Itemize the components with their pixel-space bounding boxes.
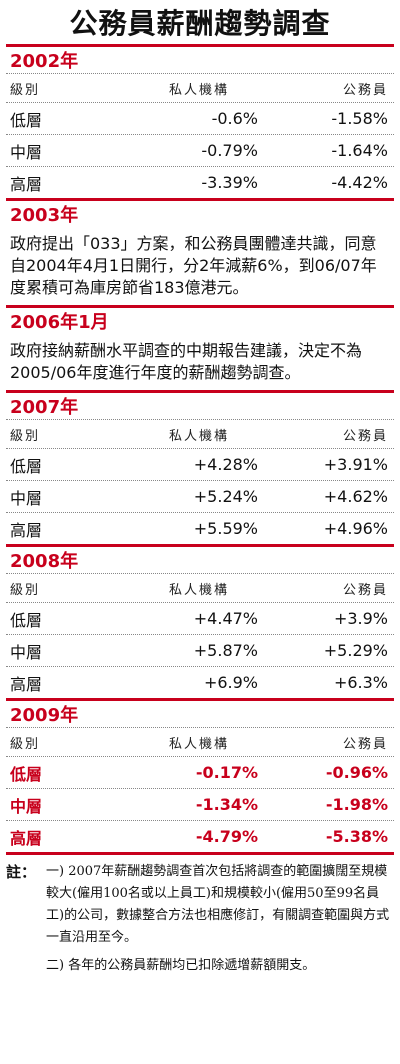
- cell-private: +5.24%: [193, 487, 258, 506]
- cell-grade: 高層: [10, 520, 43, 540]
- table-row: 高層 -3.39% -4.42%: [6, 166, 394, 198]
- header-civil: 公務員: [342, 82, 388, 98]
- cell-civil: +5.29%: [323, 641, 388, 660]
- section-heading: 2003年: [6, 198, 394, 227]
- notes-label: 註：: [6, 863, 37, 881]
- cell-private: +4.47%: [193, 609, 258, 628]
- cell-civil: -1.58%: [331, 109, 388, 128]
- header-civil: 公務員: [342, 736, 388, 752]
- header-civil: 公務員: [342, 428, 388, 444]
- cell-grade: 高層: [10, 828, 43, 848]
- section-text: 政府接納薪酬水平調查的中期報告建議，決定不為2005/06年度進行年度的薪酬趨勢…: [10, 341, 363, 382]
- section-heading: 2008年: [6, 544, 394, 573]
- cell-private: -1.34%: [195, 795, 258, 814]
- table-row: 低層 +4.28% +3.91%: [6, 448, 394, 480]
- header-private: 私人機構: [168, 582, 229, 598]
- header-grade: 級別: [10, 82, 41, 98]
- cell-civil: +3.9%: [333, 609, 388, 628]
- header-private: 私人機構: [168, 428, 229, 444]
- table-row: 低層 -0.6% -1.58%: [6, 102, 394, 134]
- table-header-row: 級別 私人機構 公務員: [6, 73, 394, 102]
- header-civil: 公務員: [342, 582, 388, 598]
- section-2003: 2003年 政府提出「033」方案，和公務員團體達共識，同意自2004年4月1日…: [6, 198, 394, 305]
- cell-grade: 低層: [10, 456, 43, 476]
- notes-label-spacer: [6, 955, 46, 977]
- header-grade: 級別: [10, 582, 41, 598]
- cell-grade: 中層: [10, 642, 43, 662]
- table-row: 中層 +5.87% +5.29%: [6, 634, 394, 666]
- section-2002: 2002年 級別 私人機構 公務員 低層 -0.6% -1.58% 中層 -0.…: [6, 44, 394, 198]
- section-text: 政府提出「033」方案，和公務員團體達共識，同意自2004年4月1日開行，分2年…: [10, 234, 377, 297]
- cell-private: -0.17%: [195, 763, 258, 782]
- section-year-label: 2008年: [10, 551, 79, 572]
- table-header-row: 級別 私人機構 公務員: [6, 419, 394, 448]
- cell-civil: -4.42%: [331, 173, 388, 192]
- table-header-row: 級別 私人機構 公務員: [6, 573, 394, 602]
- table-row: 中層 -0.79% -1.64%: [6, 134, 394, 166]
- section-year-label: 2007年: [10, 397, 79, 418]
- header-private: 私人機構: [168, 736, 229, 752]
- notes: 註： 一) 2007年薪酬趨勢調查首次包括將調查的範圍擴闊至規模較大(僱用100…: [6, 852, 394, 977]
- cell-civil: +6.3%: [333, 673, 388, 692]
- section-heading: 2006年1月: [6, 305, 394, 334]
- table-row: 高層 +5.59% +4.96%: [6, 512, 394, 544]
- cell-private: -3.39%: [201, 173, 258, 192]
- note-item: 註： 一) 2007年薪酬趨勢調查首次包括將調查的範圍擴闊至規模較大(僱用100…: [6, 861, 394, 949]
- cell-civil: -1.98%: [325, 795, 388, 814]
- section-year-label: 2002年: [10, 51, 79, 72]
- note-item: 二) 各年的公務員薪酬均已扣除遞增薪額開支。: [6, 955, 394, 977]
- cell-civil: +3.91%: [323, 455, 388, 474]
- cell-civil: -0.96%: [325, 763, 388, 782]
- section-2007: 2007年 級別 私人機構 公務員 低層 +4.28% +3.91% 中層 +5…: [6, 390, 394, 544]
- cell-civil: -1.64%: [331, 141, 388, 160]
- table-row: 高層 +6.9% +6.3%: [6, 666, 394, 698]
- cell-grade: 低層: [10, 610, 43, 630]
- cell-civil: +4.96%: [323, 519, 388, 538]
- note-text: 二) 各年的公務員薪酬均已扣除遞增薪額開支。: [46, 958, 316, 973]
- cell-private: -0.79%: [201, 141, 258, 160]
- section-year-label: 2003年: [10, 205, 79, 226]
- cell-private: +5.59%: [193, 519, 258, 538]
- cell-civil: -5.38%: [325, 827, 388, 846]
- header-grade: 級別: [10, 736, 41, 752]
- note-text: 一) 2007年薪酬趨勢調查首次包括將調查的範圍擴闊至規模較大(僱用100名或以…: [46, 864, 390, 945]
- cell-grade: 高層: [10, 174, 43, 194]
- cell-private: +4.28%: [193, 455, 258, 474]
- section-year-label: 2009年: [10, 705, 79, 726]
- cell-grade: 低層: [10, 764, 43, 784]
- table-row: 高層 -4.79% -5.38%: [6, 820, 394, 852]
- section-heading: 2002年: [6, 44, 394, 73]
- cell-private: +5.87%: [193, 641, 258, 660]
- table-row: 中層 +5.24% +4.62%: [6, 480, 394, 512]
- table-row: 低層 +4.47% +3.9%: [6, 602, 394, 634]
- section-heading: 2009年: [6, 698, 394, 727]
- cell-civil: +4.62%: [323, 487, 388, 506]
- header-private: 私人機構: [168, 82, 229, 98]
- cell-private: -0.6%: [211, 109, 258, 128]
- table-row: 中層 -1.34% -1.98%: [6, 788, 394, 820]
- section-2009: 2009年 級別 私人機構 公務員 低層 -0.17% -0.96% 中層 -1…: [6, 698, 394, 852]
- section-2006: 2006年1月 政府接納薪酬水平調查的中期報告建議，決定不為2005/06年度進…: [6, 305, 394, 390]
- cell-grade: 中層: [10, 796, 43, 816]
- cell-private: -4.79%: [195, 827, 258, 846]
- page-title: 公務員薪酬趨勢調查: [69, 7, 331, 40]
- section-2008: 2008年 級別 私人機構 公務員 低層 +4.47% +3.9% 中層 +5.…: [6, 544, 394, 698]
- cell-grade: 中層: [10, 142, 43, 162]
- section-year-label: 2006年1月: [10, 312, 109, 333]
- cell-private: +6.9%: [203, 673, 258, 692]
- cell-grade: 低層: [10, 110, 43, 130]
- cell-grade: 高層: [10, 674, 43, 694]
- section-heading: 2007年: [6, 390, 394, 419]
- header-grade: 級別: [10, 428, 41, 444]
- cell-grade: 中層: [10, 488, 43, 508]
- table-row: 低層 -0.17% -0.96%: [6, 756, 394, 788]
- table-header-row: 級別 私人機構 公務員: [6, 727, 394, 756]
